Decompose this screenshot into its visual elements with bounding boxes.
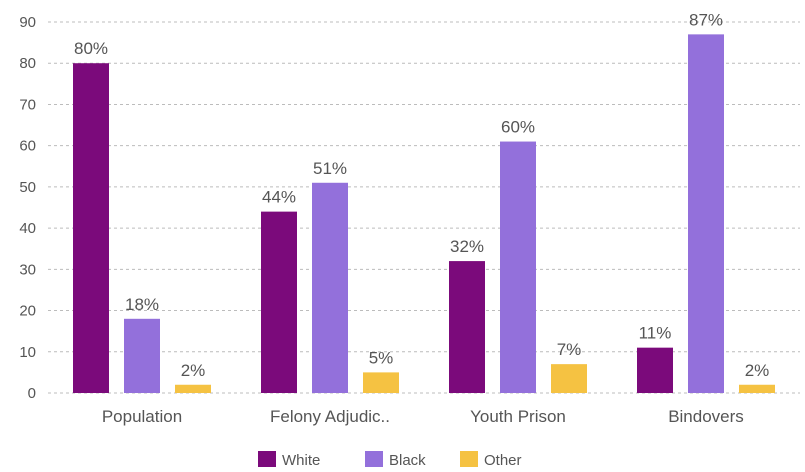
data-label: 51% <box>313 159 347 178</box>
bar-other <box>739 384 775 393</box>
y-tick-label: 70 <box>19 96 36 113</box>
gridlines <box>48 21 800 394</box>
data-label: 18% <box>125 295 159 314</box>
x-category-label: Population <box>102 407 182 426</box>
data-label: 5% <box>369 348 394 367</box>
y-axis: 0 10 20 30 40 50 60 70 80 90 <box>19 14 36 402</box>
legend-label-other: Other <box>484 452 522 469</box>
legend: White Black Other <box>258 451 522 469</box>
x-category-label: Bindovers <box>668 407 744 426</box>
bar-white <box>261 211 297 393</box>
data-label: 32% <box>450 237 484 256</box>
data-label: 11% <box>639 324 672 343</box>
bar-white <box>449 261 485 393</box>
y-tick-label: 20 <box>19 303 36 320</box>
x-category-label: Felony Adjudic.. <box>270 407 390 426</box>
bars <box>73 34 775 393</box>
data-labels: 80% 18% 2% 44% 51% 5% 32% 60% 7% 11% 87% 2% <box>74 10 769 379</box>
y-tick-label: 60 <box>19 138 36 155</box>
bar-black <box>312 182 348 393</box>
bar-other <box>551 364 587 393</box>
bar-black <box>124 318 160 393</box>
legend-label-black: Black <box>389 452 426 469</box>
data-label: 60% <box>501 118 535 137</box>
x-axis: Population Felony Adjudic.. Youth Prison Bi… <box>102 407 744 426</box>
y-tick-label: 50 <box>19 179 36 196</box>
data-label: 2% <box>745 361 770 380</box>
data-label: 2% <box>181 361 206 380</box>
y-tick-label: 40 <box>19 220 36 237</box>
bar-white <box>73 63 109 393</box>
bar-white <box>637 347 673 393</box>
y-tick-label: 30 <box>19 261 36 278</box>
x-category-label: Youth Prison <box>470 407 566 426</box>
legend-swatch-other <box>460 451 478 467</box>
bar-other <box>175 384 211 393</box>
y-tick-label: 0 <box>28 385 36 402</box>
legend-swatch-white <box>258 451 276 467</box>
bar-other <box>363 372 399 393</box>
data-label: 7% <box>557 340 582 359</box>
legend-swatch-black <box>365 451 383 467</box>
data-label: 80% <box>74 39 108 58</box>
y-tick-label: 10 <box>19 344 36 361</box>
legend-label-white: White <box>282 452 320 469</box>
bar-black <box>688 34 724 393</box>
y-tick-label: 80 <box>19 55 36 72</box>
data-label: 87% <box>689 10 723 29</box>
y-tick-label: 90 <box>19 14 36 31</box>
bar-black <box>500 141 536 393</box>
data-label: 44% <box>262 188 296 207</box>
